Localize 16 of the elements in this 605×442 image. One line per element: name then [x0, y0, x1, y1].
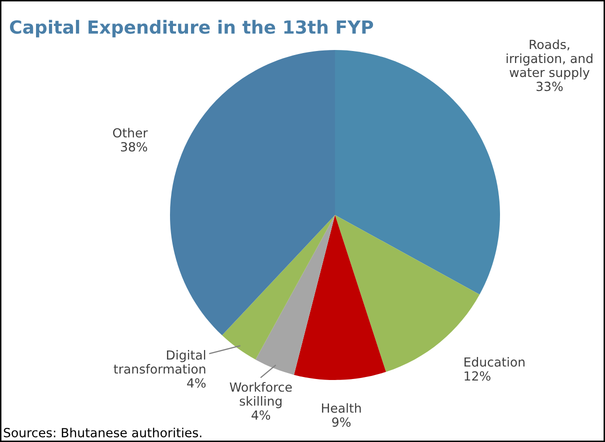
data-label: 12% [464, 371, 490, 381]
data-label: 4% [252, 410, 270, 420]
slice-label: Workforce skilling [230, 382, 292, 408]
slice-label: Digital transformation [114, 350, 206, 374]
slice-label: Health [322, 403, 361, 413]
data-label: 38% [121, 142, 148, 152]
chart-title: Capital Expenditure in the 13th FYP [10, 20, 374, 38]
data-label: 33% [536, 82, 563, 92]
pie-slice [294, 215, 386, 380]
slice-label: Education [464, 357, 524, 367]
pie-slice [256, 215, 335, 375]
data-label: 9% [332, 417, 351, 427]
source-note: Sources: Bhutanese authorities. [4, 428, 202, 438]
data-label: 4% [187, 378, 206, 388]
slice-label: Other [113, 128, 148, 138]
slice-label: Roads, irrigation, and water supply [506, 39, 592, 80]
